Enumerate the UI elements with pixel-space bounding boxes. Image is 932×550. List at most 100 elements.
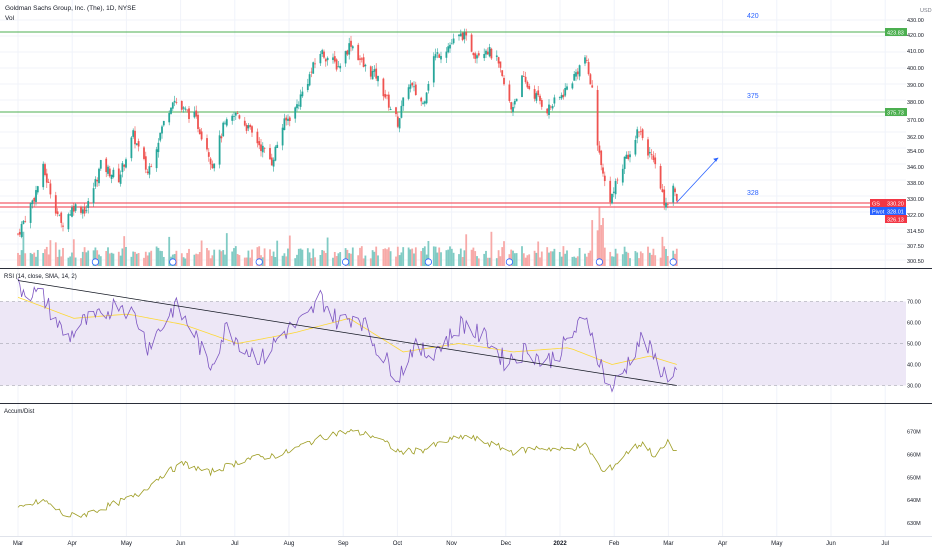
projection-arrow[interactable] [676,157,719,203]
volume-bar [445,250,448,266]
candle-body [308,74,311,86]
volume-bar [337,253,340,266]
candle-body [143,147,145,159]
candle-body [407,87,410,99]
candle-body [47,181,50,183]
volume-bar [225,233,228,266]
time-tick-label: Aug [284,541,295,547]
volume-bar [245,257,248,266]
candle-body [256,131,259,144]
candle-body [270,157,273,166]
time-axis[interactable]: Mar Apr May Jun Jul Aug Sep Oct Nov Dec 2022 Feb Mar… [13,541,889,547]
ad-tick-label: 660M [907,452,921,458]
candle-body [213,163,216,169]
candle-body [566,86,568,90]
volume-bar [396,246,399,266]
candle-body [175,102,178,104]
volume-bar [74,257,77,266]
volume-bar [17,252,19,266]
candle-body [206,138,208,150]
candle-body [499,61,502,68]
candle-body [616,179,619,181]
candle-body [17,233,19,235]
volume-bar [314,257,316,266]
volume-bar [452,252,455,266]
volume-bar [195,253,198,266]
candle-body [337,66,340,68]
price-tick-label: 410.00 [907,49,924,55]
candle-body [459,33,462,37]
volume-bar [634,251,637,266]
volume-bar [157,247,160,266]
rsi-title[interactable]: RSI (14, close, SMA, 14, 2) [4,274,77,280]
annotation-328[interactable]: 328 [747,190,759,197]
volume-bar [589,250,592,266]
price-tick-label: 430.00 [907,18,924,24]
volume-bar [654,255,657,266]
candle-body [301,91,304,97]
volume-bar [440,252,442,266]
volume-bar [58,249,61,266]
candle-body [135,143,138,145]
time-tick-label: 2022 [553,541,567,547]
volume-bar [641,253,644,266]
annotation-375[interactable]: 375 [747,93,759,100]
volume-bar [112,253,115,266]
candle-body [648,151,651,154]
candle-body [611,193,613,204]
candle-body [641,129,644,139]
candle-body [220,136,223,139]
volume-bar [312,248,315,266]
volume-bar [72,239,75,266]
candle-body [200,131,203,140]
volume-bar [119,255,122,266]
label-375-bg [885,108,907,116]
volume-bar [188,248,190,266]
candle-body [42,163,45,188]
volume-bar [193,254,196,266]
volume-bar [495,258,498,266]
candle-body [351,46,354,49]
candle-body [571,83,574,89]
candle-body [231,115,234,121]
event-marker [595,258,604,266]
candle-body [436,52,439,54]
price-axis[interactable]: 430.00 420.00 410.00 400.00 390.00 380.00 370.… [907,18,924,265]
candle-body [629,154,631,158]
volume-bar [231,251,234,266]
rsi-axis[interactable]: 70.00 60.00 50.00 40.00 30.00 [907,300,921,390]
candle-body [335,59,338,70]
price-tick-label: 314.50 [907,229,924,235]
volume-bar [107,247,109,266]
volume-bar [450,248,453,266]
volume-bar [611,256,613,266]
label-326-bg [885,215,907,223]
candle-body [33,198,36,202]
volume-bar [261,257,264,266]
candle-body [663,189,666,206]
annotation-420[interactable]: 420 [747,13,759,20]
ad-axis[interactable]: 670M 660M 650M 640M 630M [907,429,921,527]
candle-body [36,186,39,193]
horizontal-levels [0,31,906,208]
volume-bar [306,248,309,266]
projection-arrowhead[interactable] [713,157,719,162]
volume-bar [276,240,279,266]
time-tick-label: Mar [13,541,23,547]
rsi-line [17,278,678,393]
candle-body [269,147,271,160]
volume-bar [503,241,505,266]
volume-bar [71,252,73,266]
candle-body [18,232,21,235]
candle-body [251,126,253,133]
candle-body [621,168,624,183]
volume-bar [321,250,324,266]
candle-body [44,164,46,176]
candle-body [344,51,347,64]
time-tick-label: Jul [231,541,239,547]
candle-body [558,97,561,98]
volume-bar [308,252,311,266]
volume-bar [513,253,516,266]
ad-title[interactable]: Accum/Dist [4,409,35,415]
